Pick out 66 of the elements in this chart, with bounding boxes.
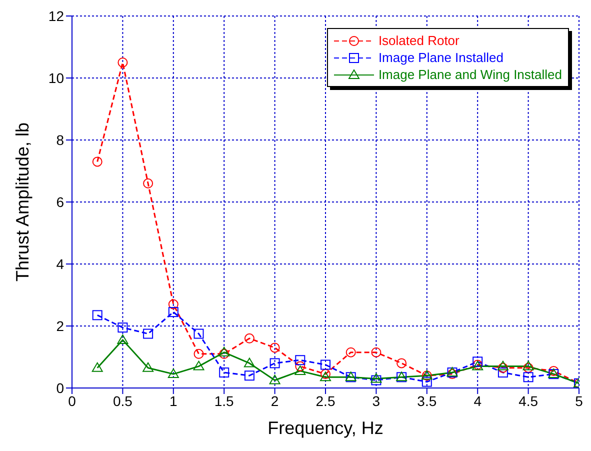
point	[168, 368, 179, 378]
point	[371, 347, 382, 358]
point	[118, 322, 128, 333]
point	[92, 310, 102, 320]
x-tick-label: 4	[474, 392, 482, 409]
legend-label: Image Plane Installed	[378, 50, 504, 65]
point	[194, 348, 204, 359]
point	[523, 362, 534, 373]
point	[168, 299, 178, 310]
point	[193, 360, 204, 370]
point	[244, 358, 255, 368]
point	[270, 358, 280, 368]
legend-label: Isolated Rotor	[378, 33, 460, 48]
point	[295, 355, 306, 366]
point	[370, 373, 382, 383]
point	[548, 366, 559, 376]
point	[295, 361, 306, 372]
point	[219, 348, 230, 359]
point	[522, 360, 534, 370]
y-tick-label: 10	[48, 70, 64, 86]
point	[218, 346, 230, 356]
point	[244, 333, 254, 344]
point	[497, 360, 508, 370]
point	[143, 178, 154, 188]
point	[92, 156, 102, 167]
point	[143, 328, 154, 339]
x-tick-label: 5	[575, 392, 584, 409]
point	[320, 360, 330, 370]
point	[219, 368, 230, 378]
point	[168, 307, 178, 318]
point	[294, 365, 306, 375]
point	[371, 375, 382, 386]
point	[269, 374, 280, 384]
x-tick-label: 3.5	[417, 392, 437, 409]
point	[270, 342, 280, 353]
point	[498, 362, 508, 373]
legend-label: Image Plane and Wing Installed	[378, 67, 562, 82]
point	[244, 370, 254, 381]
y-tick-label: 4	[56, 256, 64, 272]
point	[472, 356, 483, 367]
point	[92, 362, 103, 372]
x-tick-label: 2.5	[316, 392, 336, 409]
y-tick-label: 6	[56, 194, 64, 210]
x-tick-label: 0.5	[112, 392, 133, 409]
y-axis-title: Thrust Amplitude, lb	[12, 122, 32, 282]
point	[422, 376, 432, 387]
x-tick-label: 1	[170, 392, 178, 409]
point	[498, 368, 508, 378]
point	[117, 334, 128, 344]
x-tick-label: 2	[270, 392, 279, 409]
point	[194, 328, 204, 339]
y-tick-label: 0	[56, 380, 64, 396]
y-tick-label: 8	[56, 132, 64, 148]
x-tick-label: 4.5	[518, 392, 538, 409]
y-tick-label: 2	[56, 318, 64, 334]
point	[118, 58, 128, 68]
point	[346, 347, 356, 358]
x-tick-label: 0	[68, 392, 76, 409]
y-tick-label: 12	[48, 8, 64, 24]
x-tick-label: 3	[372, 392, 380, 409]
point	[396, 358, 407, 368]
x-tick-label: 1.5	[214, 392, 234, 409]
point	[142, 362, 154, 372]
x-axis-title: Frequency, Hz	[268, 418, 384, 438]
point	[320, 372, 331, 382]
point	[523, 372, 534, 382]
